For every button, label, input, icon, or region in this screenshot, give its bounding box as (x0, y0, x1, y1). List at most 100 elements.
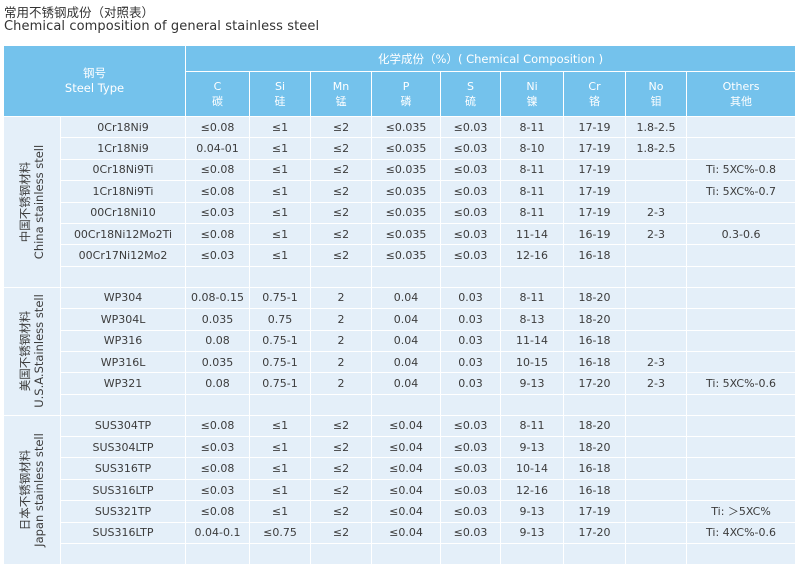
cell-mo (626, 181, 688, 203)
cell-cr: 17-19 (564, 159, 627, 182)
cell-mo (626, 330, 688, 352)
cell-c: ≤0.08 (186, 501, 251, 523)
cell-type: 00Cr17Ni12Mo2 (61, 245, 187, 267)
cell-mn: 2 (311, 309, 373, 331)
cell-mn: ≤2 (311, 522, 373, 545)
cell-others (687, 245, 797, 267)
table-row: 日本不锈钢材料 Japan stainless stell SUS304TP ≤0.0… (4, 415, 797, 565)
cell-si: 0.75 (250, 309, 312, 331)
cell-mn: ≤2 (311, 415, 373, 438)
empty-cell (311, 266, 373, 288)
cell-p: ≤0.035 (372, 117, 442, 139)
cell-p: ≤0.035 (372, 223, 442, 246)
cell-mn: ≤2 (311, 181, 373, 203)
cell-others: Ti: 5XC%-0.7 (687, 181, 797, 203)
cell-cr: 17-20 (564, 373, 627, 395)
cell-cr: 18-20 (564, 309, 627, 331)
table-row: 美国不锈钢材料 U.S.A.Stainless stell WP304 0.08-0.… (4, 287, 797, 416)
cell-mn: ≤2 (311, 245, 373, 267)
column-header-row: C 碳 Si 硅 Mn 锰 P 磷 S 硫 Ni 镍 Cr 铬 No 钼 Others 其他 (4, 72, 797, 117)
empty-cell (501, 544, 565, 565)
cell-c: ≤0.08 (186, 117, 251, 139)
cell-others (687, 330, 797, 352)
cell-ni: 10-15 (501, 351, 565, 374)
cell-others (687, 458, 797, 480)
cell-c: 0.04-0.1 (186, 522, 251, 545)
cell-si: ≤1 (250, 458, 312, 480)
cell-cr: 16-18 (564, 351, 627, 374)
empty-cell (311, 394, 373, 416)
cell-ni: 8-11 (501, 181, 565, 203)
page-title-cn: 常用不锈钢成份（对照表） (4, 5, 155, 20)
cell-type: 0Cr18Ni9 (61, 117, 187, 139)
group-label: 中国不锈钢材料 China stainless stell (18, 145, 46, 259)
cell-ni: 8-11 (501, 202, 565, 224)
cell-p: ≤0.035 (372, 138, 442, 160)
column-header: No 钼 (626, 72, 688, 117)
empty-cell (186, 544, 251, 565)
page-title-en: Chemical composition of general stainles… (4, 19, 320, 34)
column-header-en: S (467, 80, 474, 93)
cell-others (687, 415, 797, 438)
table-row: 00Cr18Ni12Mo2Ti ≤0.08 ≤1 ≤2 ≤0.035 ≤0.03 11-14… (4, 223, 797, 246)
group-label: 日本不锈钢材料 Japan stainless stell (18, 433, 46, 547)
cell-p: 0.04 (372, 330, 442, 352)
cell-mo (626, 501, 688, 523)
cell-others (687, 117, 797, 139)
cell-s: ≤0.03 (441, 245, 502, 267)
table-row: WP304L 0.035 0.75 2 0.04 0.03 8-13 18-20 (4, 309, 797, 331)
cell-type: WP316L (61, 351, 187, 374)
cell-p: 0.04 (372, 309, 442, 331)
empty-cell (626, 544, 688, 565)
empty-cell (687, 266, 797, 288)
cell-s: ≤0.03 (441, 479, 502, 502)
column-header-en: C (213, 80, 222, 93)
cell-ni: 9-13 (501, 373, 565, 395)
table-row: WP316L 0.035 0.75-1 2 0.04 0.03 10-15 16-18 2-3 (4, 351, 797, 374)
cell-ni: 8-11 (501, 415, 565, 438)
cell-mo (626, 245, 688, 267)
group-label-en: China stainless stell (32, 144, 46, 260)
cell-type: SUS304TP (61, 415, 187, 438)
spacer-row (4, 544, 797, 565)
cell-type: WP321 (61, 373, 187, 395)
empty-cell (372, 266, 442, 288)
cell-mo: 1.8-2.5 (626, 117, 688, 139)
column-header-cn: 锰 (335, 95, 347, 108)
column-header: Mn 锰 (311, 72, 373, 117)
cell-s: 0.03 (441, 309, 502, 331)
cell-type: SUS304LTP (61, 437, 187, 459)
cell-s: ≤0.03 (441, 437, 502, 459)
cell-mo (626, 159, 688, 182)
cell-ni: 9-13 (501, 437, 565, 459)
column-header-en: Si (274, 80, 286, 93)
column-header-en: Mn (332, 80, 350, 93)
cell-mn: ≤2 (311, 501, 373, 523)
empty-cell (250, 394, 312, 416)
column-header: Cr 铬 (564, 72, 627, 117)
cell-si: ≤1 (250, 245, 312, 267)
steel-type-en: Steel Type (64, 81, 125, 95)
cell-mo (626, 287, 688, 310)
cell-s: ≤0.03 (441, 458, 502, 480)
empty-cell (441, 266, 502, 288)
cell-cr: 16-18 (564, 330, 627, 352)
cell-si: 0.75-1 (250, 287, 312, 310)
column-header-en: Others (722, 80, 760, 93)
cell-mo (626, 415, 688, 438)
cell-p: ≤0.04 (372, 415, 442, 438)
cell-cr: 17-19 (564, 117, 627, 139)
cell-s: ≤0.03 (441, 159, 502, 182)
cell-mo (626, 522, 688, 545)
empty-cell (501, 266, 565, 288)
empty-cell (61, 394, 187, 416)
cell-s: 0.03 (441, 330, 502, 352)
column-header-cn: 其他 (730, 95, 753, 108)
table-row: 00Cr18Ni10 ≤0.03 ≤1 ≤2 ≤0.035 ≤0.03 8-11 17-19 2… (4, 202, 797, 224)
cell-cr: 16-18 (564, 458, 627, 480)
cell-ni: 8-11 (501, 287, 565, 310)
empty-cell (186, 266, 251, 288)
column-header: Ni 镍 (501, 72, 565, 117)
cell-others (687, 309, 797, 331)
cell-c: ≤0.08 (186, 159, 251, 182)
